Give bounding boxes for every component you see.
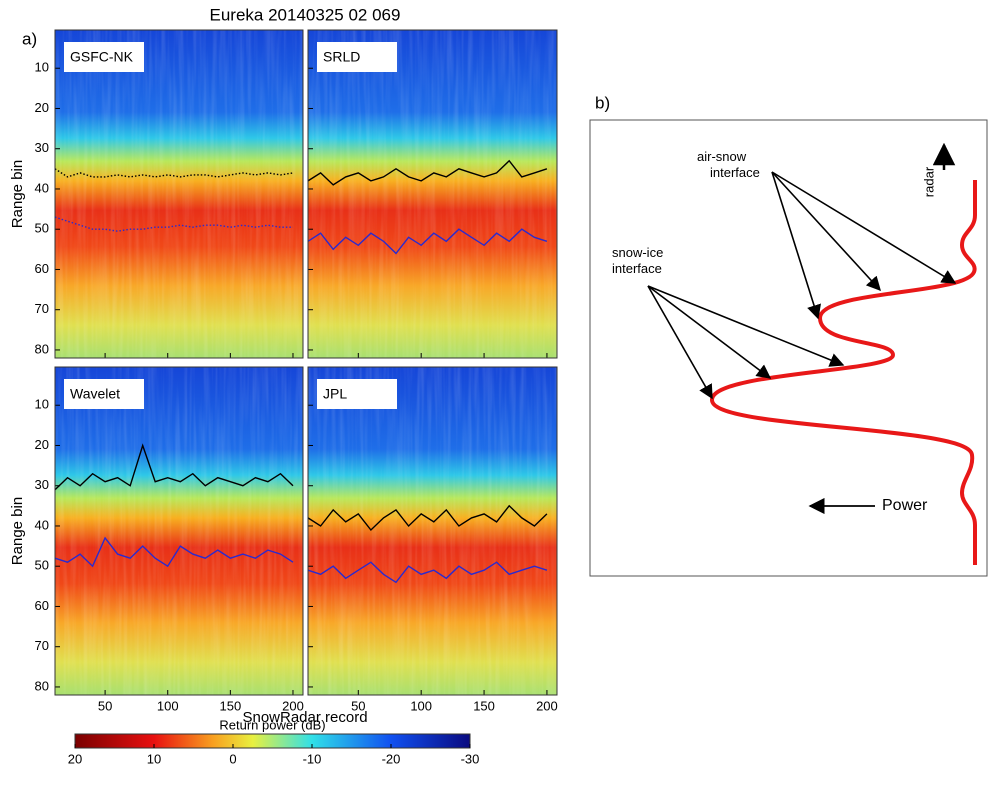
x-axis-label: SnowRadar record [242,709,367,726]
y-tick-label: 80 [35,678,49,693]
x-tick-label: 150 [220,698,242,713]
interface-line [54,443,294,491]
panel-method-label: GSFC-NK [70,49,134,65]
plot-frame [54,366,304,696]
diagram-label: air-snow interface [697,149,760,180]
interface-line [54,168,294,178]
y-tick-label: 40 [35,180,49,195]
diagram-frame [589,119,988,577]
power-curve [709,180,977,565]
y-axis-label: Range bin [9,160,26,228]
figure-title: Eureka 20140325 02 069 [210,5,401,24]
y-tick-label: 50 [35,221,49,236]
x-tick-label: 200 [282,698,304,713]
panel-label: b) [595,93,610,112]
radar-label: radar [921,166,936,197]
label-line: air-snow [697,149,747,164]
y-tick-label: 60 [35,598,49,613]
label-line: interface [710,165,760,180]
x-tick-label: 100 [410,698,432,713]
arrow [647,285,713,400]
power-label: Power [882,497,928,514]
diagram-label: snow-ice interface [612,245,663,276]
y-tick-label: 70 [35,638,49,653]
interface-line [307,159,548,186]
panel-method-label: Wavelet [70,386,120,402]
plot-frame [307,29,558,359]
label-line: snow-ice [612,245,663,260]
x-tick-label: 200 [536,698,558,713]
arrow [647,285,772,379]
arrow [771,171,821,320]
label-box [64,379,144,409]
interface-line [307,504,548,532]
colorbar-label: Return power (dB) [219,717,325,732]
label-box [317,42,397,72]
label-box [317,379,397,409]
panel-method-label: JPL [323,386,347,402]
y-tick-label: 10 [35,60,49,75]
interface-line [307,228,548,255]
diagram: air-snow interface snow-ice interface rada… [589,119,988,577]
y-tick-label: 60 [35,261,49,276]
arrow [647,285,845,367]
y-tick-label: 50 [35,558,49,573]
heatmap-texture [308,367,557,695]
colorbar-tick-label: 0 [229,751,236,766]
y-tick-label: 70 [35,301,49,316]
heatmap-texture [55,367,303,695]
arrow [771,171,957,284]
colorbar-tick-label: -30 [461,751,480,766]
interface-line [54,536,294,568]
label-box [64,42,144,72]
heatmap-texture [308,30,557,358]
colorbar-tick-label: -20 [382,751,401,766]
interface-line [307,561,548,584]
y-axis-label: Range bin [9,497,26,565]
x-tick-label: 50 [98,698,112,713]
plot-frame [307,366,558,696]
colorbar-tick-label: -10 [303,751,322,766]
x-tick-label: 100 [157,698,179,713]
y-tick-label: 20 [35,437,49,452]
label-line: interface [612,261,662,276]
heatmap-texture [55,30,303,358]
panel-method-label: SRLD [323,49,360,65]
plot-frame [54,29,304,359]
colorbar [74,733,471,749]
x-tick-label: 50 [351,698,365,713]
panel-label: a) [22,29,37,48]
y-tick-label: 30 [35,140,49,155]
y-tick-label: 80 [35,341,49,356]
colorbar-tick-label: 10 [147,751,161,766]
x-tick-label: 150 [473,698,495,713]
colorbar-tick-label: 20 [68,751,82,766]
y-tick-label: 20 [35,100,49,115]
y-tick-label: 30 [35,477,49,492]
y-tick-label: 40 [35,517,49,532]
arrow [771,171,881,292]
y-tick-label: 10 [35,397,49,412]
